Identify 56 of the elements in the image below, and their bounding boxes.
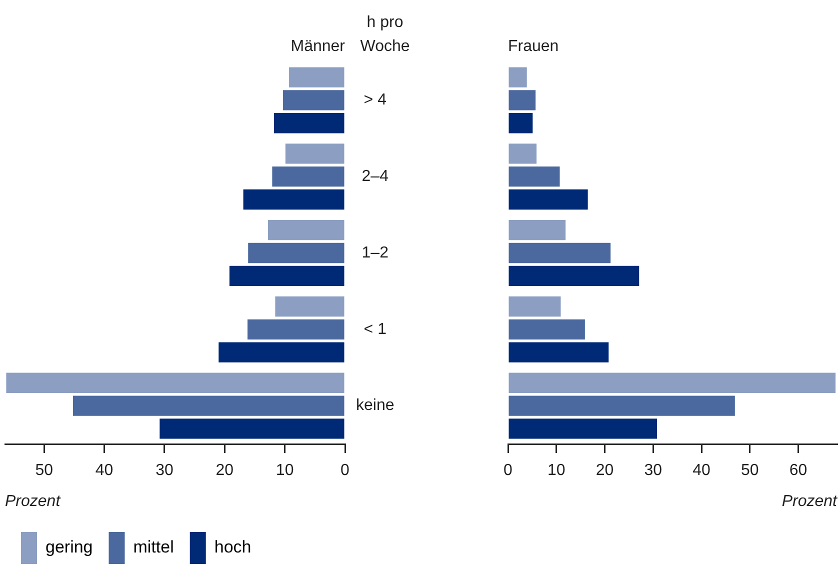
y-tick-label: < 1 xyxy=(364,320,387,338)
bar xyxy=(508,67,527,88)
y-tick-label: keine xyxy=(356,397,394,414)
bar xyxy=(508,319,585,340)
bar xyxy=(508,342,609,362)
x-tick-label: 40 xyxy=(692,462,711,480)
x-tick-label: 60 xyxy=(789,462,808,480)
x-tick-label: 50 xyxy=(35,462,54,480)
x-tick-label: 0 xyxy=(340,462,350,480)
bar xyxy=(508,418,658,439)
x-tick-label: 30 xyxy=(156,462,174,480)
bar xyxy=(508,144,537,164)
bar xyxy=(508,220,566,240)
x-tick-label: 10 xyxy=(276,462,294,480)
x-tick-label: 50 xyxy=(741,462,759,480)
bar xyxy=(508,372,836,393)
x-axis-title: Prozent xyxy=(5,493,61,510)
bar xyxy=(243,189,344,210)
bar xyxy=(73,396,344,416)
bar xyxy=(6,372,344,393)
bar xyxy=(289,67,344,88)
y-tick-label: 1–2 xyxy=(362,244,389,262)
bar xyxy=(274,113,344,134)
bar xyxy=(285,144,344,164)
x-tick-label: 0 xyxy=(504,462,513,480)
y-tick-label: > 4 xyxy=(364,92,387,109)
bar xyxy=(508,396,735,416)
x-tick-label: 40 xyxy=(95,462,114,480)
chart-title: Frauen xyxy=(508,38,559,55)
chart-title: Männer xyxy=(290,38,346,55)
bar xyxy=(508,90,536,110)
bar xyxy=(248,242,344,264)
x-tick-label: 30 xyxy=(644,462,662,480)
y-axis-title: h pro Woche xyxy=(360,14,410,55)
bar xyxy=(283,90,344,110)
legend-label: hoch xyxy=(214,538,252,557)
bar xyxy=(508,296,561,317)
bar xyxy=(275,296,344,317)
bar xyxy=(508,189,588,210)
legend-label: gering xyxy=(46,538,93,557)
legend-label: mittel xyxy=(133,538,174,557)
x-tick-label: 10 xyxy=(547,462,566,480)
bar xyxy=(508,166,560,187)
bar xyxy=(229,266,344,286)
bar xyxy=(272,166,344,187)
x-tick-label: 20 xyxy=(216,462,234,480)
bar xyxy=(508,242,611,264)
bar xyxy=(508,266,640,286)
x-tick-label: 20 xyxy=(596,462,614,480)
x-axis-title: Prozent xyxy=(782,493,838,510)
y-tick-label: 2–4 xyxy=(362,168,389,186)
bar xyxy=(160,418,344,439)
bar xyxy=(508,113,533,134)
bar xyxy=(218,342,344,362)
bar xyxy=(268,220,344,240)
bar xyxy=(248,319,344,340)
